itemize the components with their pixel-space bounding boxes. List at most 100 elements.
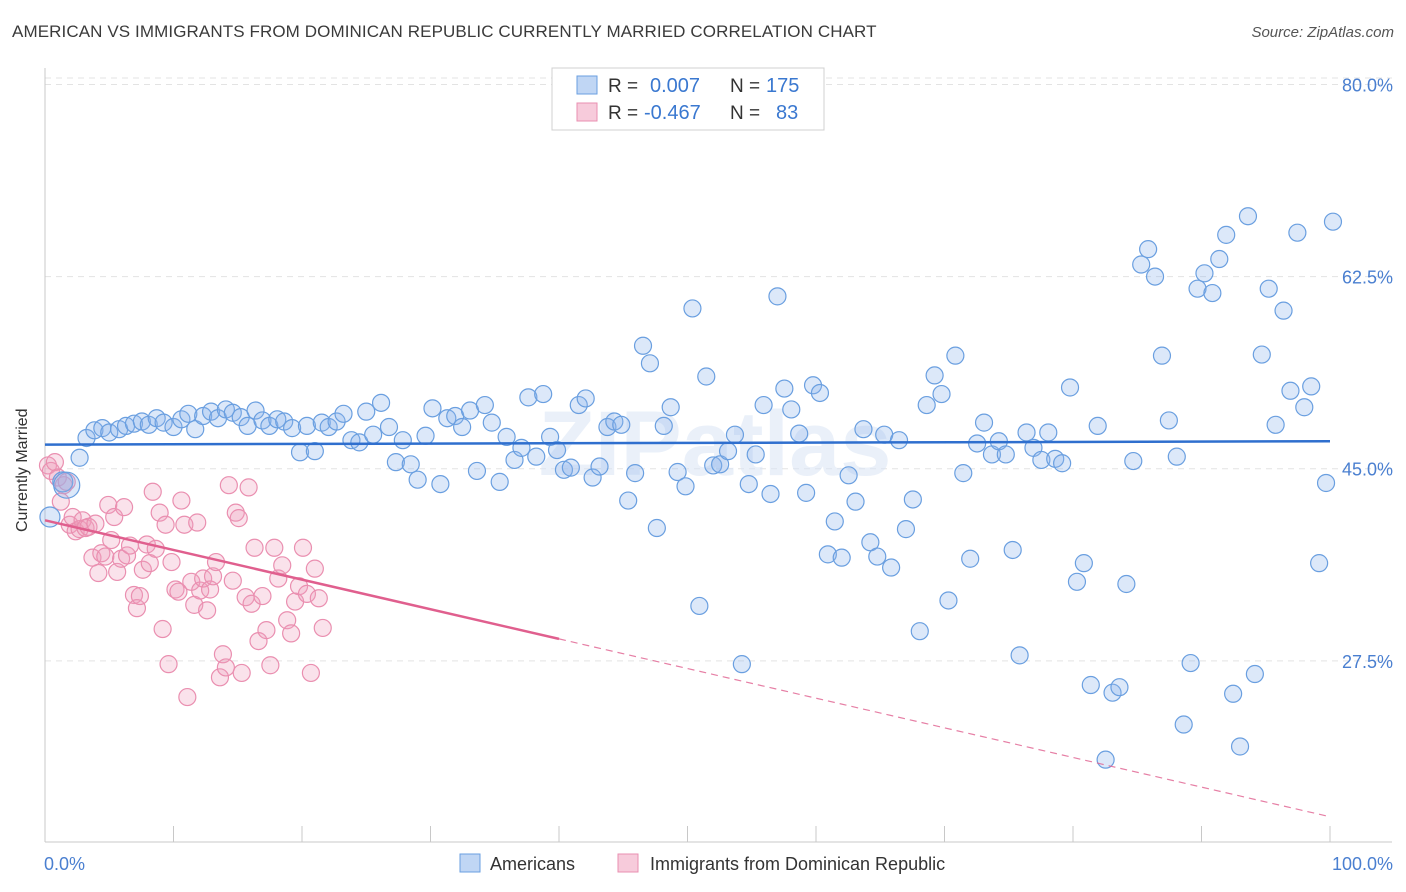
american-point-34	[305, 442, 324, 461]
trend-americans	[44, 440, 1331, 446]
x-tick-label-0: 0.0%	[44, 854, 85, 874]
american-point-85	[676, 477, 695, 496]
american-point-161	[1217, 225, 1236, 244]
american-point-99	[775, 379, 794, 398]
american-point-42	[364, 425, 383, 444]
legend-r-label-1: R =	[608, 76, 638, 97]
american-point-91	[718, 442, 738, 461]
american-point-68	[554, 460, 574, 479]
american-point-69	[561, 458, 580, 477]
american-point-132	[1010, 646, 1029, 665]
immigrant-point-50	[198, 601, 217, 620]
american-point-84	[668, 462, 687, 482]
american-point-82	[654, 416, 673, 436]
american-point-158	[1195, 264, 1214, 283]
legend-n-label-1: N =	[730, 76, 760, 97]
american-point-155	[1174, 715, 1193, 734]
immigrant-point-59	[226, 503, 245, 522]
immigrant-point-36	[153, 619, 172, 639]
legend-n-label-2: N =	[730, 103, 760, 124]
immigrant-point-82	[313, 618, 332, 638]
american-point-146	[1110, 678, 1129, 697]
y-tick-label-1: 45.0%	[1342, 460, 1393, 480]
american-point-159	[1203, 283, 1222, 303]
american-point-14	[154, 413, 173, 432]
american-point-120	[925, 366, 944, 385]
immigrant-point-74	[282, 624, 301, 643]
american-point-115	[889, 431, 909, 450]
american-point-157	[1188, 279, 1207, 298]
american-point-60	[497, 427, 516, 446]
american-point-167	[1259, 279, 1278, 298]
american-point-33	[297, 416, 317, 436]
american-point-142	[1081, 675, 1100, 695]
american-point-123	[946, 346, 965, 365]
american-point-165	[1245, 664, 1264, 684]
immigrant-point-63	[239, 478, 258, 497]
legend-swatch-pink	[576, 102, 598, 122]
immigrant-point-69	[261, 656, 280, 675]
american-point-141	[1074, 554, 1093, 573]
x-tick-labels: 0.0% 100.0%	[44, 854, 1393, 874]
legend-n-value-2: 83	[776, 102, 798, 124]
immigrant-point-79	[301, 663, 320, 683]
american-point-96	[754, 395, 773, 415]
american-point-138	[1053, 454, 1072, 473]
immigrant-point-78	[297, 584, 317, 603]
american-point-153	[1159, 411, 1178, 430]
american-point-114	[882, 558, 901, 577]
american-point-143	[1088, 416, 1107, 436]
american-point-118	[910, 622, 929, 641]
legend-r-value-2: -0.467	[644, 102, 701, 124]
american-point-20	[201, 402, 221, 421]
immigrant-point-65	[245, 538, 264, 557]
american-point-93	[732, 655, 751, 674]
american-point-125	[961, 549, 980, 568]
american-point-173	[1302, 377, 1321, 396]
american-point-31	[283, 419, 302, 438]
immigrant-point-24	[114, 498, 134, 517]
x-tick-label-1: 100.0%	[1332, 854, 1393, 874]
american-point-110	[854, 420, 873, 439]
immigrant-point-6	[57, 472, 76, 491]
y-tick-labels: 27.5% 45.0% 62.5% 80.0%	[1342, 75, 1393, 671]
american-point-107	[832, 548, 851, 567]
american-point-97	[761, 484, 780, 504]
american-point-139	[1060, 378, 1080, 397]
immigrant-point-29	[130, 586, 149, 606]
american-point-169	[1274, 301, 1293, 320]
legend-label-americans: Americans	[490, 854, 575, 874]
immigrant-point-80	[305, 559, 324, 578]
legend-r-value-1: 0.007	[650, 75, 700, 97]
legend-n-value-1: 175	[766, 75, 799, 97]
american-point-108	[839, 466, 858, 485]
american-point-175	[1316, 473, 1336, 493]
axes	[44, 68, 1392, 843]
legend-swatch-americans	[459, 853, 481, 873]
y-tick-label-2: 62.5%	[1342, 268, 1393, 288]
american-point-50	[423, 399, 442, 418]
american-point-135	[1032, 450, 1051, 470]
immigrant-point-72	[273, 556, 292, 575]
american-point-101	[790, 424, 809, 443]
american-point-126	[968, 434, 987, 453]
source-label: Source: ZipAtlas.com	[1251, 24, 1394, 41]
legend-swatch-blue	[576, 75, 598, 95]
immigrant-point-39	[162, 552, 181, 572]
immigrant-point-52	[203, 567, 223, 586]
american-point-79	[633, 336, 653, 355]
immigrant-point-16	[89, 563, 108, 583]
american-point-89	[704, 456, 723, 475]
american-point-104	[810, 383, 830, 403]
immigrant-point-33	[143, 482, 162, 501]
american-point-49	[416, 426, 435, 445]
american-point-144	[1096, 750, 1115, 769]
american-point-121	[932, 384, 951, 404]
american-point-54	[453, 417, 472, 437]
american-point-171	[1288, 223, 1307, 242]
trend-immigrants-extension	[558, 638, 1331, 818]
y-tick-label-0: 27.5%	[1342, 652, 1393, 672]
american-point-58	[482, 413, 501, 432]
american-point-105	[818, 545, 837, 564]
american-point-67	[547, 440, 567, 460]
